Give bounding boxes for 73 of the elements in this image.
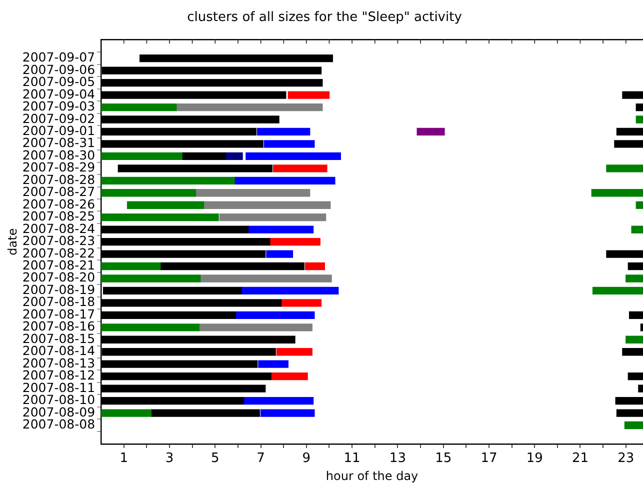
bar <box>243 396 314 405</box>
bar <box>628 372 643 380</box>
bar <box>640 324 643 332</box>
bar <box>264 140 315 148</box>
bar <box>101 189 196 197</box>
bar <box>101 176 235 184</box>
bar <box>615 396 643 405</box>
bar <box>591 189 643 197</box>
bar <box>304 262 325 270</box>
bar <box>198 324 312 332</box>
x-tick-label: 7 <box>256 451 265 466</box>
bar <box>636 103 643 112</box>
x-tick-label: 9 <box>302 451 311 466</box>
bar <box>118 164 273 172</box>
bar <box>203 201 331 209</box>
x-tick-label: 5 <box>211 451 220 466</box>
x-tick-label: 21 <box>572 451 589 466</box>
bar <box>626 336 643 344</box>
bar <box>636 201 643 209</box>
x-tick-label: 1 <box>120 451 128 466</box>
bar <box>622 91 643 99</box>
bar <box>622 348 643 356</box>
bar <box>101 274 201 282</box>
bar <box>101 152 182 160</box>
bar <box>225 152 243 160</box>
bar <box>101 214 219 222</box>
bar <box>140 54 333 62</box>
bar <box>101 262 161 270</box>
bar <box>270 238 320 246</box>
bar <box>416 128 445 136</box>
bar <box>266 250 294 258</box>
bar <box>631 226 643 234</box>
bar <box>273 164 328 172</box>
bar <box>276 348 312 356</box>
bar <box>200 274 332 282</box>
x-tick-label: 23 <box>618 451 634 466</box>
x-tick-label: 17 <box>480 451 498 466</box>
bar <box>101 103 177 112</box>
bar <box>606 250 643 258</box>
bar <box>248 226 314 234</box>
bar <box>176 103 323 112</box>
bar <box>626 274 643 282</box>
bar <box>624 421 643 430</box>
x-tick-label: 19 <box>526 451 543 466</box>
bar <box>241 286 339 295</box>
bar <box>288 91 330 99</box>
bar <box>636 116 643 124</box>
x-tick-label: 11 <box>344 451 360 466</box>
bar <box>616 128 643 136</box>
y-axis-title: date <box>5 228 20 256</box>
bar <box>257 128 310 136</box>
bar <box>219 214 326 222</box>
bar <box>616 409 643 417</box>
chart-title: clusters of all sizes for the "Sleep" activity <box>187 10 462 26</box>
bar <box>235 311 315 320</box>
x-tick-label: 13 <box>389 451 406 466</box>
bar <box>101 324 200 332</box>
x-tick-label: 3 <box>165 451 174 466</box>
bar <box>270 372 308 380</box>
bar <box>101 409 152 417</box>
bar <box>234 176 336 184</box>
y-tick-label: 2007-08-08 <box>22 416 96 432</box>
bar <box>614 140 643 148</box>
bar <box>606 164 643 172</box>
x-axis-title: hour of the day <box>326 468 418 483</box>
bar <box>258 360 288 368</box>
bar <box>592 286 643 295</box>
x-tick-label: 15 <box>435 451 452 466</box>
bar <box>280 299 322 307</box>
bar <box>195 189 310 197</box>
bar <box>628 311 643 320</box>
bar <box>126 201 204 209</box>
bar <box>628 262 643 270</box>
